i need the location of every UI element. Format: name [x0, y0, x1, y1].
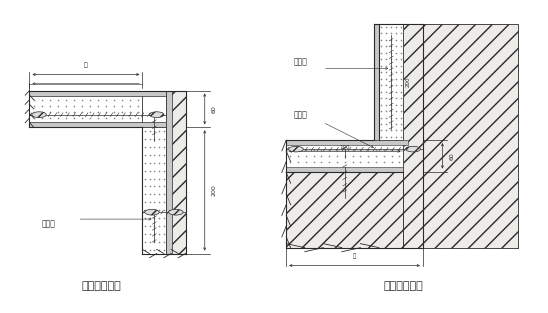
Text: 锚固件: 锚固件	[294, 111, 307, 120]
Ellipse shape	[150, 112, 164, 118]
Bar	[30, 90, 118, 127]
Ellipse shape	[145, 209, 159, 215]
Text: 网格布: 网格布	[294, 57, 307, 66]
Bar	[286, 140, 408, 145]
Bar	[286, 167, 403, 172]
Bar	[403, 24, 518, 248]
Bar	[30, 90, 142, 127]
Text: 200: 200	[406, 77, 411, 87]
Bar	[286, 140, 403, 172]
Bar	[374, 24, 379, 140]
Text: 外墙阳角构造: 外墙阳角构造	[82, 281, 122, 291]
Bar	[30, 90, 167, 96]
Text: 100: 100	[340, 145, 350, 150]
Bar	[30, 121, 167, 127]
Bar	[379, 24, 403, 140]
Text: 锚固件: 锚固件	[42, 219, 55, 228]
Text: 釘: 釘	[84, 62, 88, 68]
Bar	[286, 172, 403, 248]
Ellipse shape	[32, 112, 46, 118]
Text: 釘: 釘	[353, 253, 356, 259]
Ellipse shape	[169, 209, 183, 215]
Ellipse shape	[406, 146, 420, 152]
Text: 外墙阴角构造: 外墙阴角构造	[384, 281, 423, 291]
Bar	[142, 127, 167, 254]
Ellipse shape	[289, 146, 303, 152]
Bar	[30, 90, 142, 127]
Text: 60: 60	[212, 105, 217, 113]
Bar	[167, 90, 172, 254]
Text: 200: 200	[212, 185, 217, 196]
Bar	[167, 90, 186, 254]
Text: 60: 60	[450, 152, 455, 160]
